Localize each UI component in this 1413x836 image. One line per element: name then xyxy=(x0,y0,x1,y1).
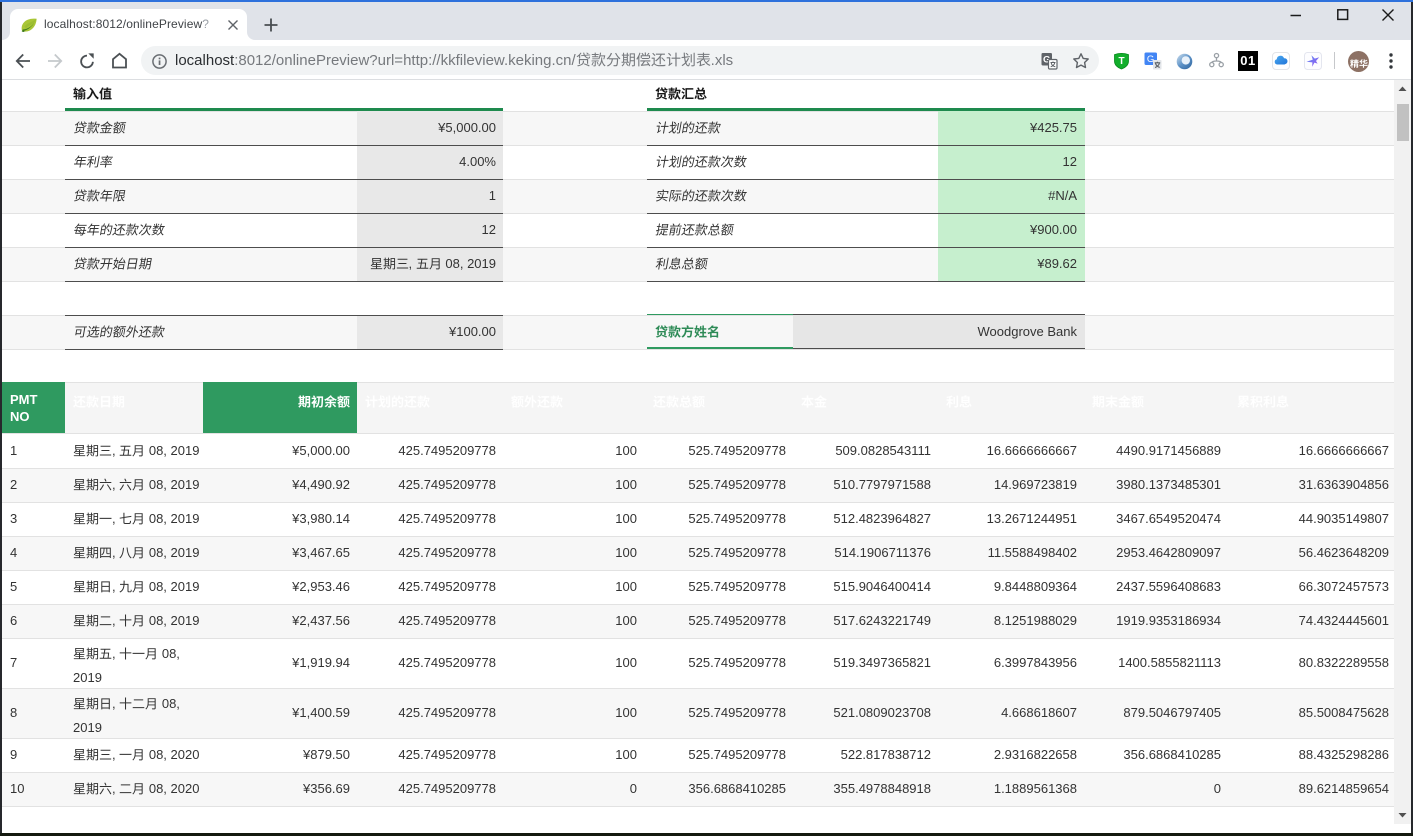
svg-text:G: G xyxy=(1147,54,1154,65)
svg-text:G: G xyxy=(1043,55,1050,66)
svg-text:T: T xyxy=(1118,56,1124,67)
